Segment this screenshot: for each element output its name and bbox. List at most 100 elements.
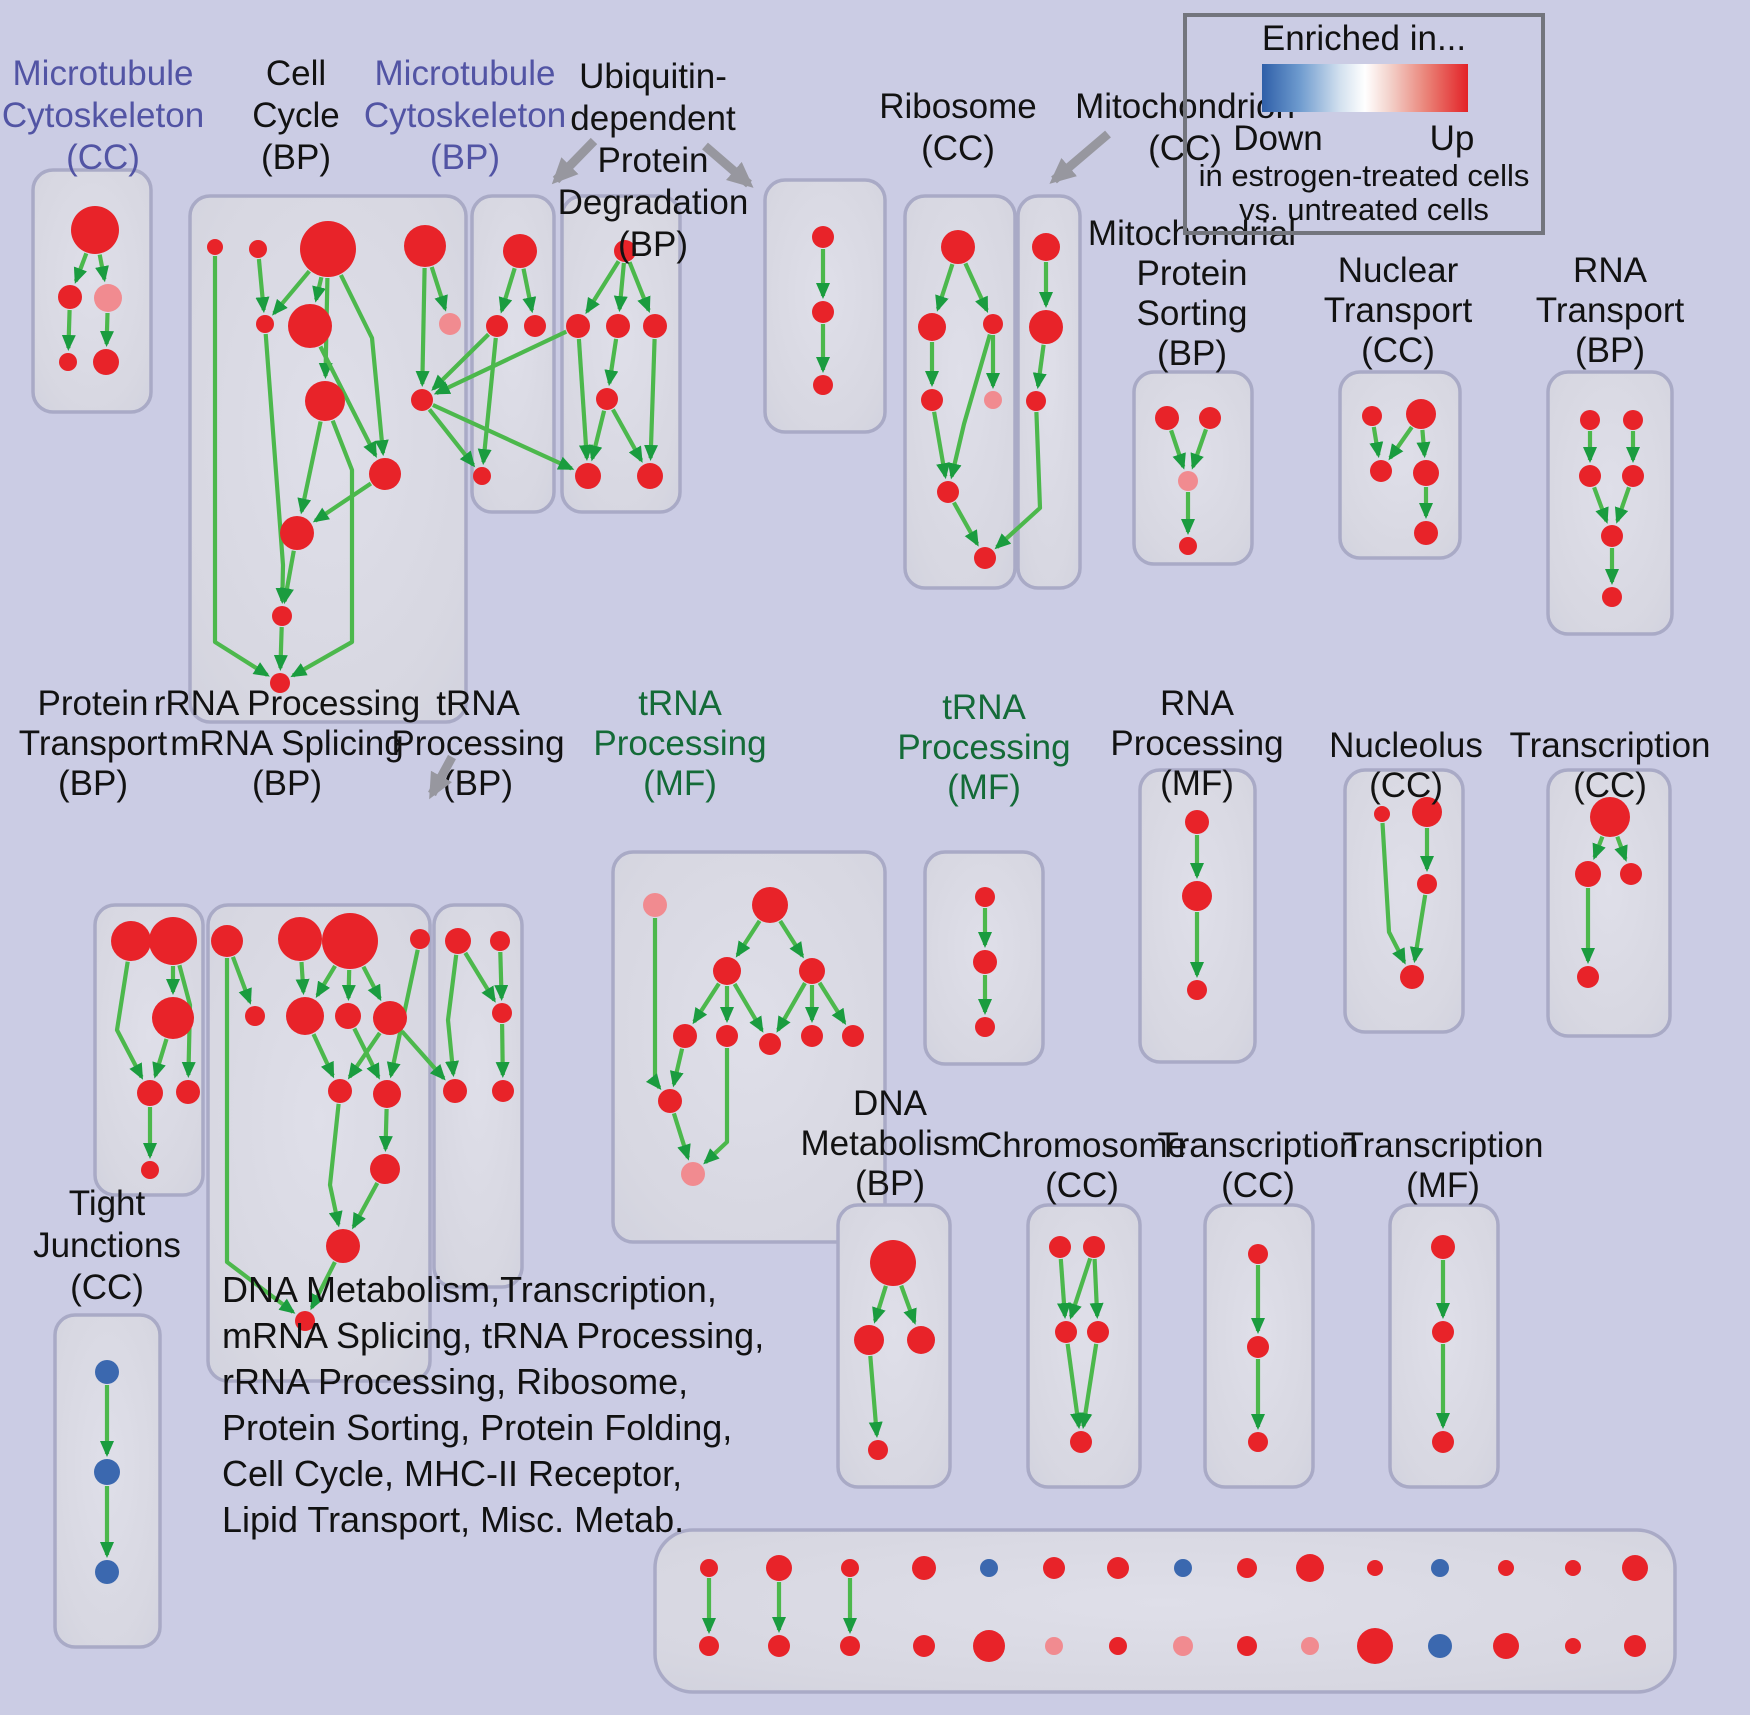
go-term-node: [245, 1006, 265, 1026]
go-term-node: [1199, 407, 1221, 429]
go-term-node: [1431, 1559, 1449, 1577]
go-edge-arrow: [1592, 486, 1609, 524]
go-edge-arrow: [611, 408, 644, 463]
go-edge-arrow: [361, 965, 382, 1002]
go-term-node: [1070, 1431, 1092, 1453]
cluster-label-line: Nuclear: [1338, 251, 1459, 290]
go-term-node: [752, 887, 788, 923]
go-term-node: [149, 917, 197, 965]
cluster-mitochondrial-protein-sorting-bp: [1132, 370, 1254, 566]
cluster-box: [93, 903, 205, 1197]
go-term-node: [1248, 1244, 1268, 1264]
cluster-label-ubiquitin-dependent-protein-degradation-bp: Ubiquitin-dependent Protein Degradation (BP…: [558, 57, 749, 264]
go-term-node: [637, 463, 663, 489]
go-term-node: [1083, 1236, 1105, 1258]
go-edge-arrow: [947, 334, 992, 480]
go-term-node: [975, 1017, 995, 1037]
go-term-node: [326, 1229, 360, 1263]
go-term-node: [335, 1003, 361, 1029]
go-term-node: [369, 458, 401, 490]
cluster-label-trna-processing-mf-1: tRNA Processing (MF): [593, 684, 766, 803]
go-edge-arrow: [95, 254, 109, 283]
cluster-label-line: Processing: [391, 724, 564, 763]
go-edge-arrow: [521, 268, 537, 314]
go-term-node: [1178, 471, 1198, 491]
go-edge-arrow: [378, 1108, 393, 1152]
cluster-label-line: (BP): [855, 1164, 925, 1203]
cluster-label-line: (CC): [1361, 331, 1435, 370]
mitochondrion-pointer-icon: [1049, 130, 1111, 184]
cluster-label-line: Transport: [19, 724, 168, 763]
go-term-node: [1431, 1235, 1455, 1259]
go-edge-arrow: [351, 1181, 380, 1230]
go-term-node: [1575, 861, 1601, 887]
go-edge-arrow: [61, 309, 76, 351]
go-edge-arrow: [732, 982, 764, 1033]
go-term-node: [868, 1440, 888, 1460]
go-term-node: [1493, 1633, 1519, 1659]
go-term-node: [272, 606, 292, 626]
go-edge-arrow: [963, 262, 989, 314]
go-term-node: [643, 893, 667, 917]
go-term-node: [1237, 1558, 1257, 1578]
go-term-node: [673, 1024, 697, 1048]
go-term-node: [1622, 465, 1644, 487]
go-edge-arrow: [429, 266, 448, 312]
go-term-node: [799, 958, 825, 984]
cluster-label-line: Protein: [1137, 254, 1248, 293]
go-term-node: [1577, 966, 1599, 988]
go-term-node: [58, 285, 82, 309]
go-term-node: [1296, 1554, 1324, 1582]
go-term-node: [492, 1080, 514, 1102]
go-term-node: [841, 1559, 859, 1577]
cluster-label-line: rRNA Processing: [154, 684, 420, 723]
go-edge-arrow: [339, 274, 389, 457]
cluster-box: [1343, 768, 1465, 1034]
go-term-node: [700, 1559, 718, 1577]
cluster-dna-metabolism-bp: [836, 1203, 952, 1489]
cluster-label-line: tRNA: [638, 684, 722, 723]
go-term-node: [94, 284, 122, 312]
go-edge-arrow: [703, 1048, 730, 1165]
cluster-trna-processing-mf-large: [611, 850, 887, 1244]
go-term-node: [713, 957, 741, 985]
cluster-label-line: mRNA Splicing: [170, 724, 403, 763]
go-term-node: [913, 1635, 935, 1657]
cluster-nuclear-transport-cc: [1338, 370, 1462, 560]
go-edge-arrow: [212, 256, 270, 677]
go-edge-arrow: [1369, 426, 1384, 459]
go-term-node: [973, 950, 997, 974]
cluster-label-line: Processing: [897, 728, 1070, 767]
go-term-node: [566, 314, 590, 338]
go-term-node: [1185, 810, 1209, 834]
go-term-node: [1498, 1560, 1514, 1576]
go-term-node: [1043, 1557, 1065, 1579]
go-term-node: [305, 381, 345, 421]
cluster-label-line: (BP): [58, 764, 128, 803]
cluster-label-transcription-mf: Transcription (MF): [1343, 1126, 1544, 1205]
cluster-label-tight-junctions-cc: Tight Junctions (CC): [33, 1184, 181, 1307]
go-edge-arrow: [778, 919, 805, 959]
merged-clusters-note-line: mRNA Splicing, tRNA Processing,: [222, 1315, 764, 1356]
cluster-merged-miscellaneous: [653, 1528, 1677, 1694]
cluster-label-line: (CC): [70, 1268, 144, 1307]
cluster-label-line: (MF): [1160, 764, 1234, 803]
go-term-node: [473, 467, 491, 485]
go-term-node: [94, 1459, 120, 1485]
go-edge-arrow: [290, 419, 355, 678]
go-term-node: [974, 547, 996, 569]
go-term-node: [1357, 1628, 1393, 1664]
go-term-node: [1247, 1336, 1269, 1358]
go-term-node: [813, 375, 833, 395]
go-term-node: [445, 928, 471, 954]
go-term-node: [975, 887, 995, 907]
go-term-node: [716, 1025, 738, 1047]
cluster-label-line: (BP): [261, 138, 331, 177]
ubiquitin-left-pointer-icon: [551, 137, 598, 185]
go-term-node: [1301, 1637, 1319, 1655]
cluster-label-line: dependent: [570, 99, 736, 138]
cluster-label-line: Ubiquitin-: [579, 57, 727, 96]
merged-clusters-note-line: Protein Sorting, Protein Folding,: [222, 1407, 732, 1448]
go-edge-arrow: [463, 951, 496, 1003]
